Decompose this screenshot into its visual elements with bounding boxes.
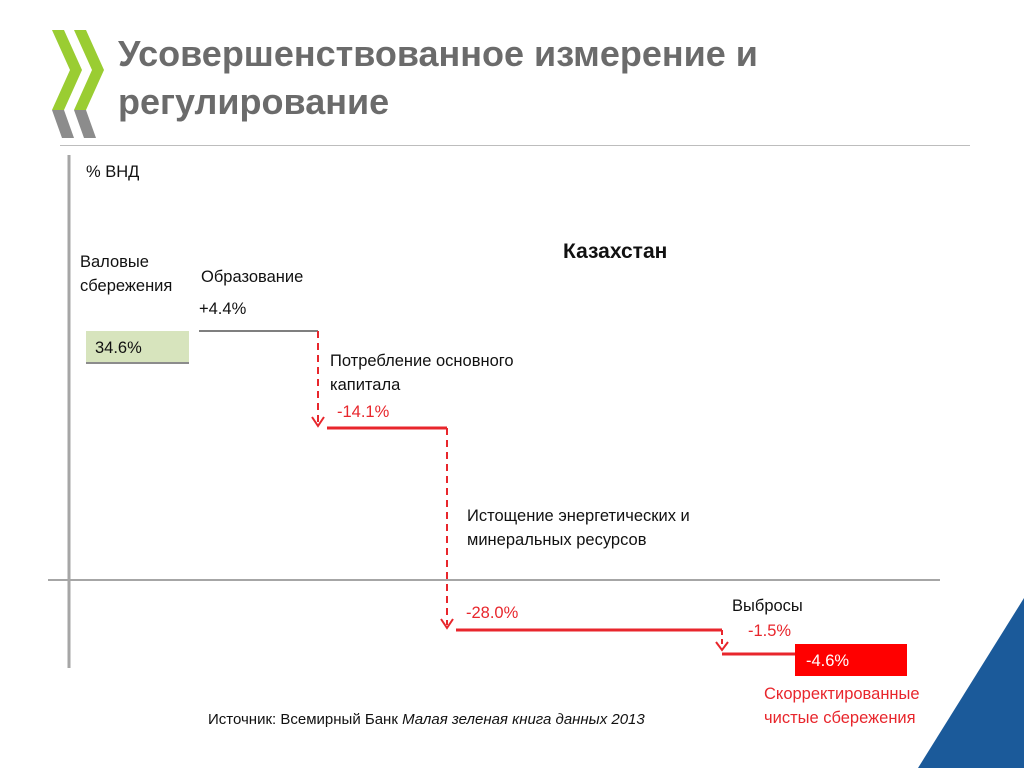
source-title: Малая зеленая книга данных 2013 xyxy=(402,711,645,728)
label-adjusted-line2: чистые сбережения xyxy=(764,709,916,727)
label-depletion-line2: минеральных ресурсов xyxy=(467,531,647,549)
logo-chevron-green-left xyxy=(52,30,82,110)
label-resource-depletion: Истощение энергетических и минеральных р… xyxy=(467,504,690,552)
arrow-depletion-icon xyxy=(440,618,454,630)
value-education: +4.4% xyxy=(199,300,247,318)
label-capital-line2: капитала xyxy=(330,376,401,394)
corner-decoration xyxy=(918,598,1024,768)
label-gross-savings: Валовые сбережения xyxy=(80,250,172,298)
bar-gross-savings xyxy=(86,331,189,363)
bar-adjusted-net-savings xyxy=(795,644,907,676)
value-capital-consumption: -14.1% xyxy=(337,403,390,421)
value-adjusted-net-savings: -4.6% xyxy=(806,652,850,670)
value-gross-savings: 34.6% xyxy=(95,339,142,357)
arrow-capital-icon xyxy=(311,416,325,428)
page-title: Усовершенствованное измерение и регулиро… xyxy=(118,33,758,122)
y-axis-unit-label: % ВНД xyxy=(86,163,140,181)
logo-chevron-grey-right xyxy=(74,110,96,138)
label-adjusted-line1: Скорректированные xyxy=(764,685,920,703)
label-adjusted-net-savings: Скорректированные чистые сбережения xyxy=(764,682,920,730)
arrow-emissions-icon xyxy=(715,641,729,652)
label-gross-savings-line2: сбережения xyxy=(80,277,173,295)
country-label: Казахстан xyxy=(563,240,668,263)
label-depletion-line1: Истощение энергетических и xyxy=(467,507,690,525)
oecd-logo xyxy=(52,30,104,138)
source-prefix: Источник: Всемирный Банк xyxy=(208,711,403,728)
value-emissions: -1.5% xyxy=(748,622,792,640)
title-divider xyxy=(60,145,970,146)
logo-chevron-grey-left xyxy=(52,110,74,138)
label-education: Образование xyxy=(201,268,304,286)
value-resource-depletion: -28.0% xyxy=(466,604,519,622)
label-capital-line1: Потребление основного xyxy=(330,352,514,370)
logo-chevron-green-right xyxy=(74,30,104,110)
label-gross-savings-line1: Валовые xyxy=(80,253,149,271)
label-capital-consumption: Потребление основного капитала xyxy=(330,349,514,397)
source-note: Источник: Всемирный Банк Малая зеленая к… xyxy=(208,711,645,728)
label-emissions: Выбросы xyxy=(732,597,803,615)
